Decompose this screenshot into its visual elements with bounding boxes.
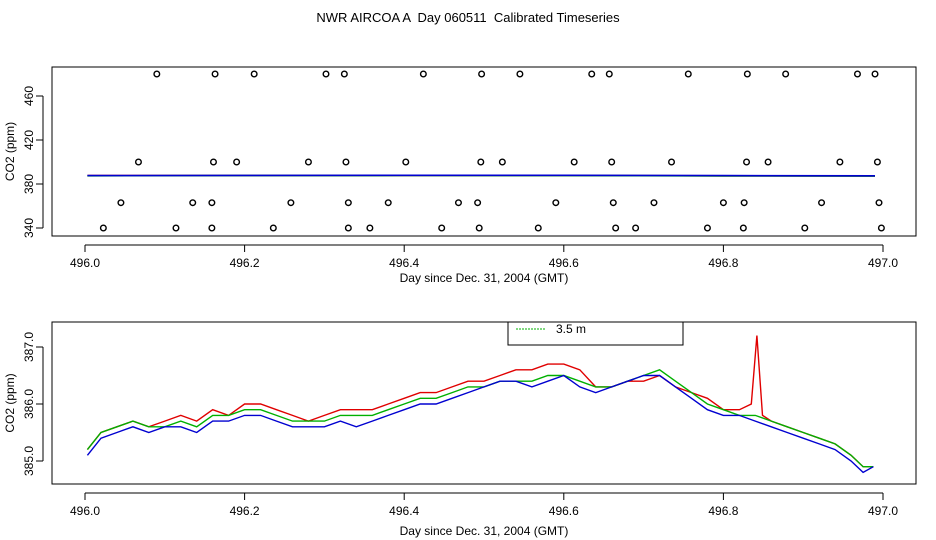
data-point <box>419 70 427 78</box>
x-tick-label: 496.0 <box>70 256 100 270</box>
data-point <box>438 224 446 232</box>
data-point <box>871 70 879 78</box>
data-point <box>134 158 142 166</box>
page-title: NWR AIRCOA A Day 060511 Calibrated Times… <box>316 10 620 25</box>
data-point <box>612 224 620 232</box>
data-point <box>743 158 751 166</box>
x-tick-label: 496.0 <box>70 504 100 518</box>
data-point <box>740 199 748 207</box>
data-point <box>703 224 711 232</box>
data-point <box>344 224 352 232</box>
data-point <box>474 199 482 207</box>
data-point <box>478 70 486 78</box>
x-tick-label: 496.4 <box>389 504 419 518</box>
series-line-red <box>86 335 874 468</box>
plot-frame-2 <box>51 321 917 485</box>
y-tick-label: 386.0 <box>22 389 36 419</box>
data-point <box>287 199 295 207</box>
plot-frame-1 <box>51 66 917 237</box>
data-point <box>342 158 350 166</box>
data-point <box>570 158 578 166</box>
data-point <box>153 70 161 78</box>
data-point <box>384 199 392 207</box>
series-line-blue <box>87 174 876 177</box>
data-point <box>250 70 258 78</box>
data-point <box>668 158 676 166</box>
data-point <box>684 70 692 78</box>
x-tick-label: 496.8 <box>708 256 738 270</box>
data-point <box>172 224 180 232</box>
data-point <box>632 224 640 232</box>
data-point <box>498 158 506 166</box>
x-tick-label: 496.6 <box>549 504 579 518</box>
data-point <box>818 199 826 207</box>
data-point <box>782 70 790 78</box>
data-point <box>208 199 216 207</box>
y-tick-label: 380 <box>22 174 36 194</box>
data-point <box>117 199 125 207</box>
data-point <box>99 224 107 232</box>
x-axis-label: Day since Dec. 31, 2004 (GMT) <box>400 271 569 285</box>
data-point <box>208 224 216 232</box>
data-point <box>477 158 485 166</box>
data-point <box>743 70 751 78</box>
data-point <box>322 70 330 78</box>
data-point <box>189 199 197 207</box>
data-point <box>853 70 861 78</box>
x-axis-label: Day since Dec. 31, 2004 (GMT) <box>400 524 569 538</box>
data-point <box>877 224 885 232</box>
data-point <box>209 158 217 166</box>
data-point <box>650 199 658 207</box>
data-point <box>801 224 809 232</box>
data-point <box>340 70 348 78</box>
data-point <box>873 158 881 166</box>
data-point <box>233 158 241 166</box>
data-point <box>344 199 352 207</box>
y-tick-label: 420 <box>22 130 36 150</box>
data-point <box>764 158 772 166</box>
data-point <box>605 70 613 78</box>
x-tick-label: 496.6 <box>549 256 579 270</box>
data-point <box>454 199 462 207</box>
y-tick-label: 385.0 <box>22 446 36 476</box>
y-tick-label: 387.0 <box>22 332 36 362</box>
y-tick-label: 340 <box>22 218 36 238</box>
legend-label: 3.5 m <box>556 322 586 336</box>
data-point <box>402 158 410 166</box>
data-point <box>304 158 312 166</box>
data-point <box>269 224 277 232</box>
data-point <box>552 199 560 207</box>
legend-box <box>507 321 684 346</box>
data-point <box>211 70 219 78</box>
y-axis-label: CO2 (ppm) <box>3 373 17 432</box>
data-point <box>588 70 596 78</box>
data-point <box>875 199 883 207</box>
x-tick-label: 496.8 <box>708 504 738 518</box>
x-tick-label: 497.0 <box>868 256 898 270</box>
data-point <box>836 158 844 166</box>
data-point <box>608 158 616 166</box>
data-point <box>475 224 483 232</box>
data-point <box>534 224 542 232</box>
data-point <box>609 199 617 207</box>
data-point <box>366 224 374 232</box>
x-tick-label: 496.2 <box>230 256 260 270</box>
x-tick-label: 496.4 <box>389 256 419 270</box>
x-tick-label: 496.2 <box>230 504 260 518</box>
data-point <box>719 199 727 207</box>
x-tick-label: 497.0 <box>868 504 898 518</box>
data-point <box>739 224 747 232</box>
y-axis-label: CO2 (ppm) <box>3 122 17 181</box>
series-line-green <box>86 369 874 468</box>
series-line-blue <box>86 374 874 474</box>
data-point <box>516 70 524 78</box>
y-tick-label: 460 <box>22 86 36 106</box>
